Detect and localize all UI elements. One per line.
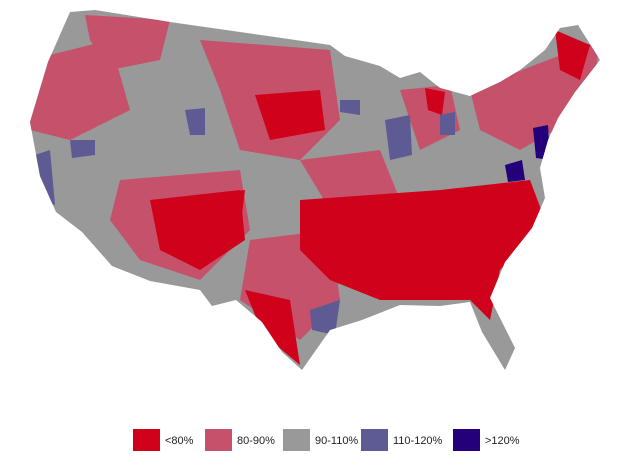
legend-swatch <box>283 429 310 451</box>
legend-swatch <box>453 429 480 451</box>
legend-swatch <box>133 429 160 451</box>
legend-label: <80% <box>165 435 194 447</box>
legend-label: >120% <box>485 435 520 447</box>
legend-label: 80-90% <box>237 435 275 447</box>
legend-swatch <box>361 429 388 451</box>
legend-label: 110-120% <box>393 435 443 447</box>
regions-under-80 <box>150 30 590 365</box>
legend: <80% 80-90% 90-110% 110-120% >120% <box>133 429 520 451</box>
us-map <box>30 10 600 370</box>
regions-110-120 <box>35 100 455 335</box>
legend-label: 90-110% <box>315 435 358 447</box>
legend-swatch <box>205 429 232 451</box>
